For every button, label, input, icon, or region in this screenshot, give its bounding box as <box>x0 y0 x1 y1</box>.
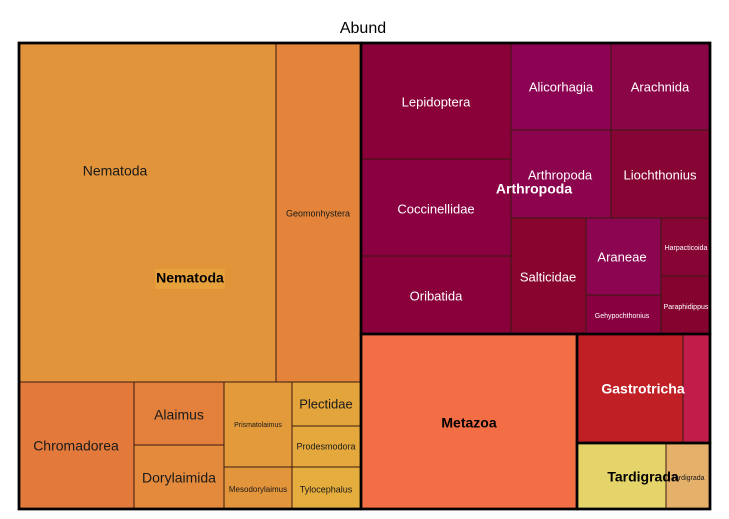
treemap-cell-label: Geomonhystera <box>286 208 350 218</box>
treemap-cell-label: Arachnida <box>631 79 690 94</box>
treemap-cell-label: Nematoda <box>83 163 148 179</box>
treemap-cell-gastrotricha-item-1 <box>682 333 711 444</box>
treemap-leaves: Nematoda Geomonhystera Chromadorea Alaimus D… <box>18 42 711 510</box>
treemap-cell-label: Chromadorea <box>33 438 119 454</box>
treemap-cell-label: Alicorhagia <box>529 79 594 94</box>
treemap-group-label-nematoda: Nematoda <box>156 270 224 286</box>
treemap-group-labels: Nematoda Arthropoda Metazoa Gastrotricha Tar… <box>155 181 685 485</box>
treemap-cell-label: Prodesmodora <box>296 441 355 451</box>
treemap-cell-arthropoda-coccinellidae <box>360 158 512 257</box>
treemap-cell-label: Oribatida <box>410 288 464 303</box>
treemap-cell-nematoda-dorylaimida <box>133 444 225 510</box>
treemap-cell-arthropoda-arachnida <box>610 42 711 131</box>
treemap-cell-label: Dorylaimida <box>142 470 216 486</box>
treemap-cell-arthropoda-araneae <box>585 217 662 296</box>
treemap-cell-label: Gehypochthonius <box>595 313 650 320</box>
treemap-group-label-metazoa: Metazoa <box>441 415 496 431</box>
treemap-cell-nematoda-mesodorylaimus <box>223 466 293 510</box>
treemap-cell-label: Paraphidippus <box>664 304 709 311</box>
treemap-cell-label: Araneae <box>597 249 646 264</box>
treemap-cell-arthropoda-harpacticoida <box>660 217 711 277</box>
treemap-cell-arthropoda-arthropoda <box>510 129 612 219</box>
treemap-outer-frame <box>17 41 712 511</box>
treemap-cell-label: Coccinellidae <box>397 201 474 216</box>
treemap-cell-label: Liochthonius <box>624 167 697 182</box>
treemap-cell-nematoda-chromadorea <box>18 381 135 510</box>
treemap-cell-label: Arthropoda <box>528 167 593 182</box>
treemap-cell-label: Mesodorylaimus <box>229 485 287 494</box>
treemap-group-label-gastrotricha: Gastrotricha <box>601 381 684 397</box>
treemap-cell-nematoda-prismatolaimus <box>223 381 293 468</box>
chart-title: Abund <box>340 20 386 37</box>
treemap-cell-label: Plectidae <box>299 396 352 411</box>
treemap-cell-nematoda-geomonhystera <box>275 42 362 383</box>
treemap-cell-nematoda-alaimus <box>133 381 225 446</box>
treemap-cell-label: Tylocephalus <box>300 484 353 494</box>
treemap-group-label-tardigrada: Tardigrada <box>607 469 679 485</box>
treemap-cell-label: Salticidae <box>520 269 576 284</box>
group-label-background <box>155 269 225 289</box>
treemap-cell-label: Alaimus <box>154 407 204 423</box>
treemap-cell-label: Lepidoptera <box>402 94 471 109</box>
treemap-cell-arthropoda-lepidoptera <box>360 42 512 160</box>
treemap-cell-nematoda-prodesmodora <box>291 425 362 468</box>
treemap-cell-metazoa-item-0 <box>360 333 578 510</box>
treemap-cell-label: Harpacticoida <box>665 245 708 252</box>
treemap-group-borders <box>17 41 712 511</box>
treemap-cell-label: Tardigrada <box>671 475 704 482</box>
treemap-cell-label: Prismatolaimus <box>234 422 282 429</box>
treemap-group-label-arthropoda: Arthropoda <box>496 181 572 197</box>
treemap-cell-nematoda-nematoda <box>18 42 277 383</box>
treemap-cell-arthropoda-liochthonius <box>610 129 711 219</box>
